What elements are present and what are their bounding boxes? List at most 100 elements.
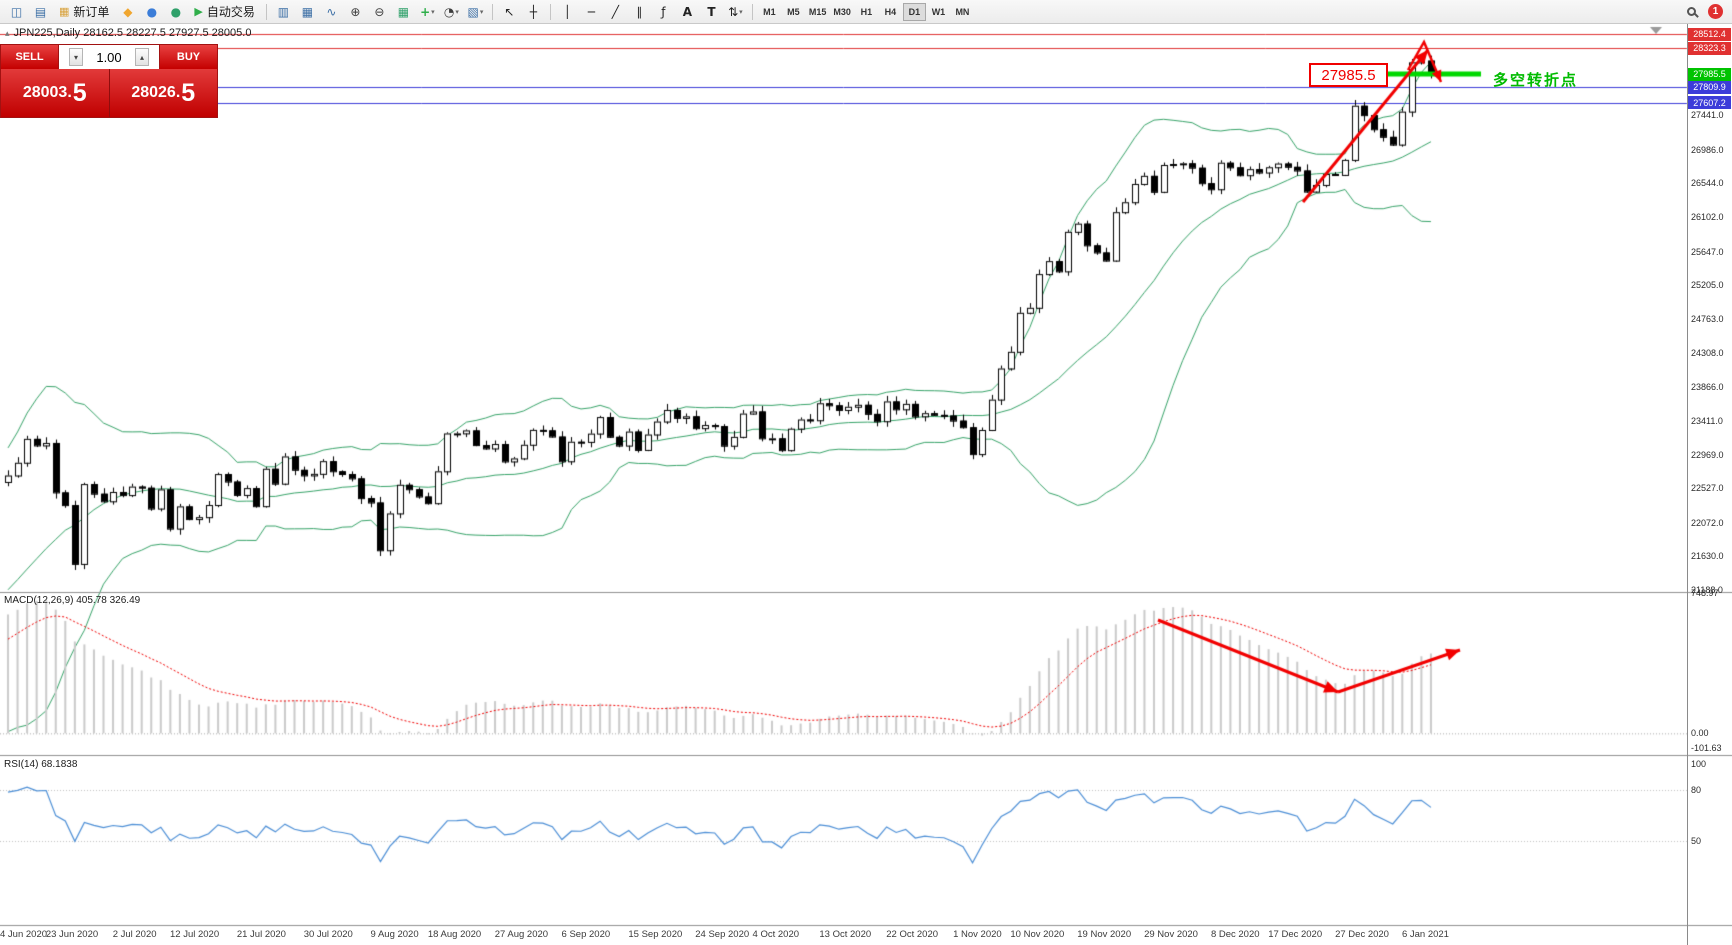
terminal-icon[interactable]: ●	[146, 4, 158, 19]
market-icon[interactable]: ●	[170, 4, 182, 19]
vertical-line-icon[interactable]: │	[563, 4, 572, 19]
timeframe-m1[interactable]: M1	[763, 6, 776, 17]
text-icon[interactable]: A	[682, 4, 693, 19]
sell-price-main: 28003.	[22, 84, 72, 101]
timeframe-h1[interactable]: H1	[860, 6, 873, 17]
line-chart-icon[interactable]: ∿	[326, 4, 337, 19]
price-annotation-flag[interactable]: 27985.5	[1309, 63, 1388, 87]
symbol-header: ▴ JPN225,Daily 28162.5 28227.5 27927.5 2…	[5, 27, 251, 39]
turning-point-note[interactable]: 多空转折点	[1493, 72, 1579, 89]
price-tick: 27441.0	[1691, 110, 1724, 121]
rsi-scale-label: 80	[1691, 785, 1702, 796]
price-tick: 22527.0	[1691, 483, 1724, 494]
tile-windows-icon[interactable]: ▦	[397, 4, 410, 19]
autotrading-button-label: 自动交易	[206, 5, 255, 19]
date-label: 18 Aug 2020	[427, 929, 482, 940]
trade-panel-top-row: SELL ▾ 1.00 ▴ BUY	[1, 45, 217, 69]
chart-profiles-icon[interactable]: ▤	[34, 4, 47, 19]
trendline-icon[interactable]: ╱	[611, 4, 620, 19]
trade-panel-price-row: 28003. 5 28026. 5	[1, 69, 217, 117]
label-icon[interactable]: T	[707, 4, 716, 19]
date-label: 12 Jul 2020	[170, 929, 220, 940]
price-level-badge: 27809.9	[1688, 80, 1731, 94]
macd-scale-label: -101.63	[1691, 743, 1722, 753]
sell-button[interactable]: 28003. 5	[1, 69, 110, 117]
oneclick-toggle-icon[interactable]: ▴	[5, 27, 10, 38]
sell-tab-label: SELL	[1, 45, 58, 69]
sell-price-pips: 5	[72, 78, 87, 107]
zoom-in-icon[interactable]: ⊕	[350, 4, 361, 19]
buy-button[interactable]: 28026. 5	[109, 69, 217, 117]
price-level-badge: 27607.2	[1688, 96, 1731, 110]
price-tick: 25647.0	[1691, 246, 1724, 257]
price-tick: 26102.0	[1691, 211, 1724, 222]
indicators-icon[interactable]: +	[416, 2, 439, 22]
price-level-badge: 28323.3	[1688, 41, 1731, 55]
timeframe-m30[interactable]: M30	[833, 6, 851, 17]
macd-indicator-label: MACD(12,26,9) 405.78 326.49	[4, 595, 141, 606]
toolbar-separator	[751, 3, 753, 20]
price-tick: 24308.0	[1691, 348, 1724, 359]
volume-increase-button[interactable]: ▴	[135, 48, 149, 66]
macd-scale-label: 0.00	[1691, 728, 1709, 739]
periods-icon[interactable]: ◔	[440, 2, 463, 22]
date-label: 19 Nov 2020	[1077, 929, 1132, 940]
date-label: 27 Dec 2020	[1335, 929, 1389, 940]
buy-price-main: 28026.	[131, 84, 181, 101]
timeframe-mn[interactable]: MN	[955, 6, 970, 17]
fibonacci-icon[interactable]: ƒ	[661, 4, 666, 19]
autotrading-button[interactable]: ▶ 自动交易	[188, 2, 260, 22]
crosshair-icon[interactable]: ┼	[529, 4, 538, 19]
price-tick: 21188.0	[1691, 584, 1723, 595]
price-tick: 22072.0	[1691, 517, 1724, 528]
date-label: 6 Jan 2021	[1401, 929, 1449, 940]
date-label: 1 Nov 2020	[953, 929, 1002, 940]
bar-chart-icon[interactable]: ▥	[277, 4, 290, 19]
templates-icon[interactable]: ▧	[464, 2, 487, 22]
date-label: 21 Jul 2020	[236, 929, 286, 940]
volume-input[interactable]: 1.00	[96, 49, 122, 65]
autotrading-button-icon: ▶	[194, 5, 203, 18]
one-click-trading-panel: SELL ▾ 1.00 ▴ BUY 28003. 5 28026. 5	[0, 44, 218, 118]
price-tick: 26544.0	[1691, 178, 1724, 189]
price-level-badge: 28512.4	[1688, 27, 1731, 41]
date-label: 6 Sep 2020	[561, 929, 611, 940]
date-label: 17 Dec 2020	[1268, 929, 1323, 940]
date-label: 9 Aug 2020	[370, 929, 419, 940]
rsi-indicator-label: RSI(14) 68.1838	[4, 759, 78, 770]
magnifier-glass	[1687, 7, 1696, 16]
price-tick: 22969.0	[1691, 449, 1724, 460]
timeframe-w1[interactable]: W1	[931, 6, 946, 17]
new-chart-icon[interactable]: ◫	[10, 4, 23, 19]
arrows-icon[interactable]: ⇅	[724, 2, 747, 22]
timeframe-d1[interactable]: D1	[902, 2, 926, 21]
search-icon[interactable]	[1680, 2, 1703, 22]
zoom-out-icon[interactable]: ⊖	[374, 4, 385, 19]
volume-control: ▾ 1.00 ▴	[58, 45, 160, 69]
time-axis[interactable]: 4 Jun 2020 23 Jun 2020 2 Jul 2020 12 Jul 20…	[0, 925, 1687, 945]
horizontal-line-icon[interactable]: ─	[587, 4, 596, 19]
price-scale[interactable]: 27441.0 26986.0 26544.0 26102.0 25647.0 25205…	[1687, 24, 1732, 945]
toolbar: ◫ ▤ ▦新订单 ◆ ● ● ▶自动交易 ▥ ▦ ∿ ⊕ ⊖ ▦ +◔▧ ↖ ┼ │ ─ ╱ ∥ ƒ AT ⇅ M1 M5 M15…	[0, 0, 1732, 24]
date-label: 2 Jul 2020	[112, 929, 157, 940]
toolbar-separator	[265, 3, 267, 20]
price-level-badge: 27985.5	[1688, 67, 1731, 81]
toolbar-separator	[491, 3, 493, 20]
price-tick: 24763.0	[1691, 313, 1724, 324]
date-label: 30 Jul 2020	[303, 929, 353, 940]
new-order-button[interactable]: ▦ 新订单	[53, 2, 115, 22]
date-label: 24 Sep 2020	[695, 929, 750, 940]
date-label: 15 Sep 2020	[628, 929, 683, 940]
date-label: 4 Oct 2020	[752, 929, 800, 940]
channel-icon[interactable]: ∥	[636, 4, 643, 19]
timeframe-h4[interactable]: H4	[884, 6, 897, 17]
price-tick: 21630.0	[1691, 551, 1724, 562]
notification-badge[interactable]: 1	[1708, 4, 1723, 19]
cursor-icon[interactable]: ↖	[504, 4, 515, 19]
metaeditor-icon[interactable]: ◆	[123, 4, 133, 19]
candlestick-chart-icon[interactable]: ▦	[301, 4, 314, 19]
volume-decrease-button[interactable]: ▾	[69, 48, 83, 66]
timeframe-m5[interactable]: M5	[787, 6, 800, 17]
timeframe-m15[interactable]: M15	[808, 6, 827, 17]
